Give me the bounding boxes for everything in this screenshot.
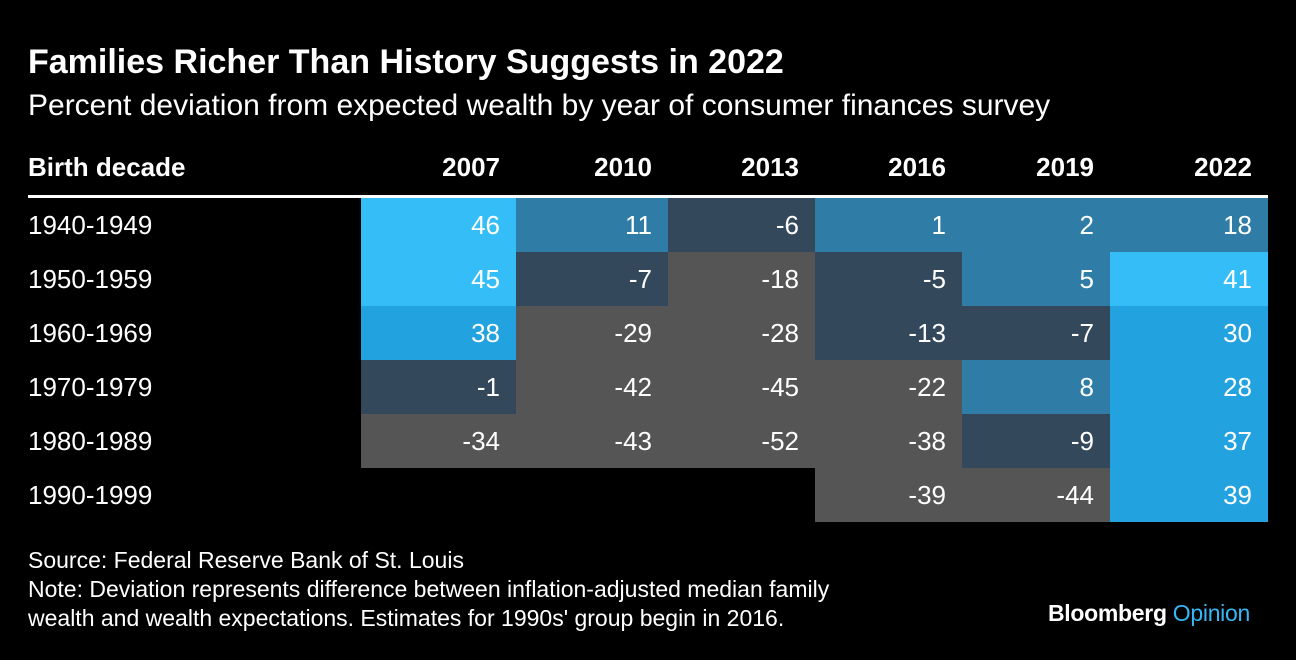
cell-1940-1949-2007: 46 [361, 198, 516, 252]
cell-1950-1959-2007: 45 [361, 252, 516, 306]
cell-1990-1999-2022: 39 [1110, 468, 1268, 522]
cell-1960-1969-2022: 30 [1110, 306, 1268, 360]
cell-1960-1969-2019: -7 [962, 306, 1110, 360]
cell-1950-1959-2016: -5 [815, 252, 962, 306]
cell-1960-1969-2007: 38 [361, 306, 516, 360]
cell-1950-1959-2019: 5 [962, 252, 1110, 306]
cell-1960-1969-2010: -29 [516, 306, 668, 360]
row-header: Birth decade [28, 152, 186, 182]
cell-1990-1999-2019: -44 [962, 468, 1110, 522]
column-header-2016: 2016 [888, 152, 946, 182]
chart-subtitle: Percent deviation from expected wealth b… [28, 89, 1051, 122]
cell-1940-1949-2010: 11 [516, 198, 668, 252]
brand-name: Bloomberg [1048, 600, 1167, 626]
cell-1970-1979-2007: -1 [361, 360, 516, 414]
brand-logo: Bloomberg Opinion [1048, 600, 1250, 627]
cell-1990-1999-2016: -39 [815, 468, 962, 522]
cell-1960-1969-2016: -13 [815, 306, 962, 360]
row-label-1950-1959: 1950-1959 [28, 264, 153, 294]
cell-1970-1979-2019: 8 [962, 360, 1110, 414]
cell-1980-1989-2007: -34 [361, 414, 516, 468]
cell-1980-1989-2022: 37 [1110, 414, 1268, 468]
row-label-1980-1989: 1980-1989 [28, 426, 153, 456]
brand-suffix: Opinion [1172, 600, 1250, 626]
cell-1970-1979-2013: -45 [668, 360, 815, 414]
column-header-2010: 2010 [594, 152, 652, 182]
cell-1940-1949-2019: 2 [962, 198, 1110, 252]
column-header-2019: 2019 [1036, 152, 1094, 182]
row-label-1960-1969: 1960-1969 [28, 318, 153, 348]
header-rule [28, 195, 1268, 198]
cell-1970-1979-2016: -22 [815, 360, 962, 414]
cell-1970-1979-2010: -42 [516, 360, 668, 414]
cell-1940-1949-2013: -6 [668, 198, 815, 252]
source-note: Source: Federal Reserve Bank of St. Loui… [28, 547, 464, 573]
cell-1980-1989-2019: -9 [962, 414, 1110, 468]
cell-1940-1949-2016: 1 [815, 198, 962, 252]
cell-1980-1989-2016: -38 [815, 414, 962, 468]
column-header-2007: 2007 [442, 152, 500, 182]
cell-1960-1969-2013: -28 [668, 306, 815, 360]
cell-1980-1989-2013: -52 [668, 414, 815, 468]
cell-1980-1989-2010: -43 [516, 414, 668, 468]
note-line-1: Note: Deviation represents difference be… [28, 576, 830, 602]
cell-1940-1949-2022: 18 [1110, 198, 1268, 252]
row-label-1990-1999: 1990-1999 [28, 480, 153, 510]
chart-title: Families Richer Than History Suggests in… [28, 43, 784, 81]
row-label-1940-1949: 1940-1949 [28, 210, 153, 240]
column-header-2013: 2013 [741, 152, 799, 182]
cell-1950-1959-2010: -7 [516, 252, 668, 306]
note-line-2: wealth and wealth expectations. Estimate… [28, 605, 785, 631]
column-header-2022: 2022 [1194, 152, 1252, 182]
cell-1970-1979-2022: 28 [1110, 360, 1268, 414]
cell-1950-1959-2013: -18 [668, 252, 815, 306]
cell-1950-1959-2022: 41 [1110, 252, 1268, 306]
row-label-1970-1979: 1970-1979 [28, 372, 153, 402]
